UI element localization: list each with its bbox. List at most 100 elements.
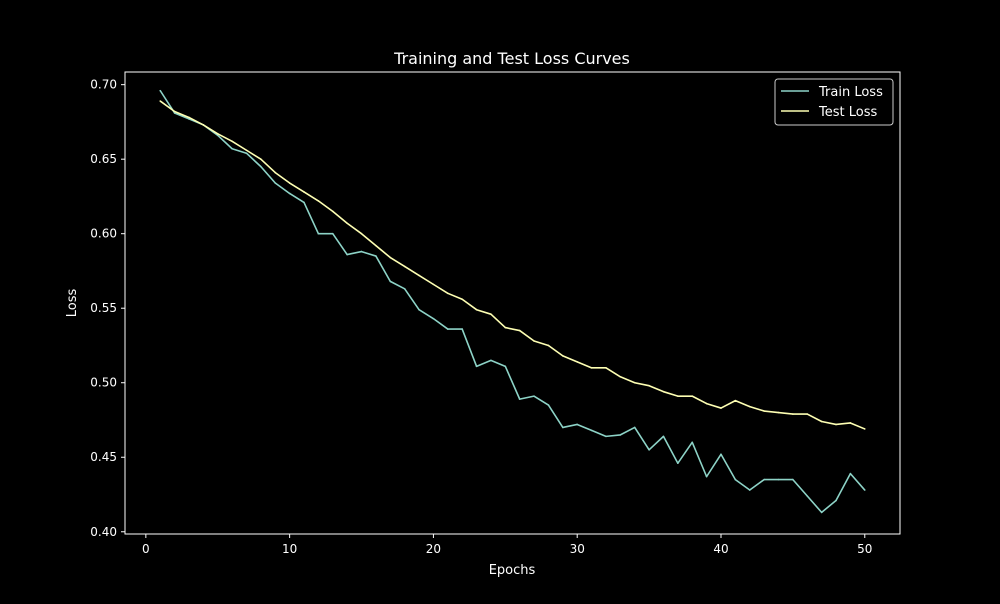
data-point [792, 413, 794, 415]
data-point [633, 426, 636, 429]
data-point [605, 435, 607, 438]
data-point [202, 124, 205, 126]
data-point [461, 298, 463, 301]
data-point [547, 344, 550, 347]
data-point [648, 384, 650, 387]
data-point [173, 112, 176, 114]
data-point [806, 413, 809, 415]
x-tick-label: 0 [142, 542, 150, 556]
y-axis: 0.40 0.45 0.50 0.55 0.60 0.65 0.70 [90, 78, 125, 539]
data-point [446, 328, 449, 330]
data-point [562, 355, 564, 357]
data-point [763, 410, 765, 412]
y-tick-label: 0.40 [90, 525, 117, 539]
data-point [518, 329, 521, 332]
data-point [490, 359, 492, 362]
data-point [619, 375, 622, 378]
data-point [518, 398, 521, 400]
y-axis-label: Loss [65, 289, 80, 318]
data-point [389, 280, 392, 283]
data-point [849, 422, 852, 424]
data-point [418, 308, 420, 311]
y-tick-label: 0.65 [90, 152, 117, 166]
data-point [288, 182, 291, 184]
legend: Train Loss Test Loss [774, 78, 894, 126]
data-point [763, 478, 765, 481]
data-point [562, 426, 564, 429]
data-point [504, 326, 507, 329]
legend-label: Train Loss [818, 85, 883, 100]
y-tick-label: 0.50 [90, 376, 117, 390]
x-tick-label: 30 [570, 542, 585, 556]
data-point [173, 110, 176, 113]
data-point [605, 367, 607, 369]
data-point [835, 423, 837, 426]
chart-title: Training and Test Loss Curves [393, 49, 630, 68]
data-point [806, 495, 809, 497]
y-tick-label: 0.55 [90, 301, 117, 315]
data-point [835, 499, 837, 502]
data-point [777, 411, 780, 414]
data-point [216, 133, 219, 135]
data-point [403, 288, 406, 290]
series-line-test-loss [159, 100, 866, 430]
data-point [777, 478, 780, 481]
x-tick-label: 20 [426, 542, 441, 556]
data-point [849, 472, 852, 475]
data-point [331, 232, 334, 235]
data-point [418, 274, 420, 277]
plot-lines [159, 89, 866, 514]
data-point [863, 489, 866, 491]
data-point [792, 478, 794, 481]
data-point [705, 402, 708, 405]
data-point [576, 361, 579, 363]
data-point [662, 390, 665, 393]
data-point [245, 152, 248, 155]
data-point [260, 158, 262, 160]
data-point [231, 147, 233, 150]
data-point [159, 100, 162, 102]
data-point [346, 253, 348, 256]
data-point [303, 201, 305, 204]
data-point [533, 340, 535, 342]
data-point [619, 434, 622, 436]
data-point [274, 171, 277, 174]
data-point [590, 367, 593, 369]
data-point [633, 381, 636, 384]
data-point [303, 191, 305, 193]
data-point [662, 435, 665, 438]
data-point [317, 232, 320, 235]
data-point [188, 116, 190, 119]
data-point [446, 292, 449, 295]
data-point [820, 420, 823, 423]
data-point [677, 395, 679, 397]
data-point [677, 462, 679, 465]
data-point [720, 407, 722, 409]
data-point [705, 475, 708, 478]
data-point [475, 308, 478, 311]
data-point [748, 405, 751, 408]
series-line-train-loss [159, 90, 866, 514]
data-point [375, 244, 377, 247]
data-point [720, 453, 722, 456]
data-point [504, 365, 507, 368]
data-point [260, 165, 262, 168]
data-point [403, 265, 406, 268]
data-point [475, 365, 478, 368]
data-point [461, 328, 463, 330]
y-tick-label: 0.70 [90, 78, 117, 92]
data-point [648, 448, 650, 451]
x-tick-label: 40 [713, 542, 728, 556]
x-axis: 0 10 20 30 40 50 [142, 534, 872, 556]
data-point [375, 255, 377, 257]
plot-frame [124, 71, 901, 535]
data-point [317, 200, 320, 202]
data-point [748, 489, 751, 491]
x-tick-label: 50 [857, 542, 872, 556]
data-point [547, 404, 550, 406]
data-point [331, 210, 334, 213]
x-tick-label: 10 [282, 542, 297, 556]
data-point [288, 192, 291, 195]
data-point [734, 399, 737, 402]
